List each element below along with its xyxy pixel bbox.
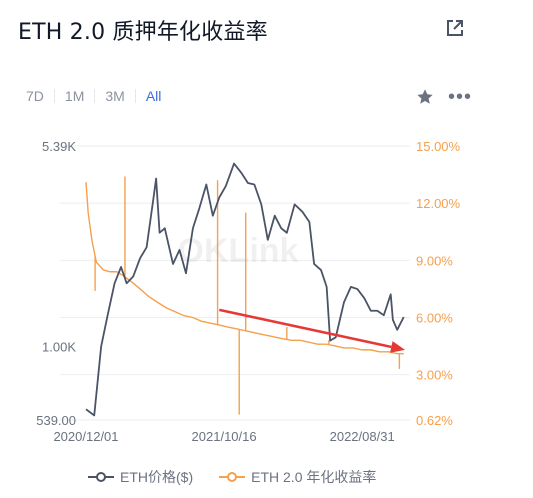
tab-3m[interactable]: 3M	[105, 88, 125, 104]
external-link-icon[interactable]	[445, 18, 465, 38]
line-marker-icon	[88, 472, 114, 482]
x-tick-label: 2021/10/16	[192, 429, 257, 444]
legend-label: ETH价格($)	[120, 469, 194, 485]
tab-divider	[94, 89, 96, 103]
legend: ETH价格($) ETH 2.0 年化收益率	[88, 467, 402, 487]
star-icon[interactable]	[416, 88, 434, 106]
apr-series-layer	[85, 176, 404, 415]
price-series-layer	[85, 162, 405, 417]
line-marker-icon	[219, 472, 246, 482]
x-axis: 2020/12/01 2021/10/16 2022/08/31	[53, 429, 394, 444]
left-tick-label: 539.00	[36, 413, 76, 428]
trend-arrow-layer	[219, 308, 405, 353]
more-dots-icon[interactable]: •••	[448, 86, 473, 108]
left-axis: 5.39K 1.00K 539.00	[36, 139, 76, 428]
right-tick-label: 3.00%	[416, 368, 453, 383]
right-axis: 15.00% 12.00% 9.00% 6.00% 3.00% 0.62%	[416, 139, 461, 428]
tab-7d[interactable]: 7D	[26, 88, 44, 104]
eth-price-series-line	[85, 162, 405, 417]
x-tick-label: 2022/08/31	[330, 429, 395, 444]
apr-series-line	[85, 182, 404, 355]
page-title: ETH 2.0 质押年化收益率	[18, 20, 268, 45]
legend-label: ETH 2.0 年化收益率	[251, 469, 377, 485]
legend-item-apr[interactable]: ETH 2.0 年化收益率	[219, 467, 376, 487]
x-tick-label: 2020/12/01	[53, 429, 118, 444]
time-range-tabs: 7D 1M 3M All	[26, 88, 171, 104]
chart-grid	[60, 145, 410, 421]
left-tick-label: 5.39K	[42, 139, 76, 154]
watermark: OKLink	[178, 232, 299, 270]
tab-all[interactable]: All	[145, 88, 162, 104]
right-tick-label: 9.00%	[416, 253, 453, 268]
trend-arrow-shaft	[219, 308, 392, 349]
right-tick-label: 6.00%	[416, 310, 453, 325]
left-tick-label: 1.00K	[42, 339, 76, 354]
legend-item-eth-price[interactable]: ETH价格($)	[88, 467, 193, 487]
right-tick-label: 0.62%	[416, 413, 453, 428]
trend-arrow-head	[390, 341, 405, 353]
right-tick-label: 15.00%	[416, 139, 461, 154]
tab-1m[interactable]: 1M	[64, 88, 85, 104]
tab-divider	[134, 89, 136, 103]
right-tick-label: 12.00%	[416, 196, 461, 211]
tab-divider	[53, 89, 55, 103]
